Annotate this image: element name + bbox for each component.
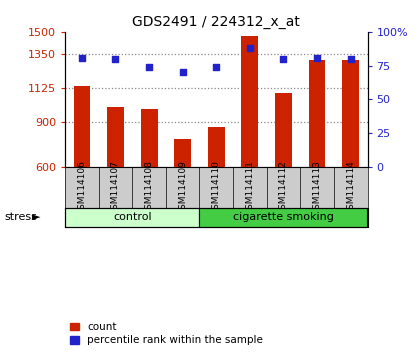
Legend: count, percentile rank within the sample: count, percentile rank within the sample <box>70 322 263 345</box>
Text: stress: stress <box>4 212 37 222</box>
Text: GSM114114: GSM114114 <box>346 160 355 215</box>
Text: GSM114111: GSM114111 <box>245 160 255 215</box>
Bar <box>208 126 225 167</box>
Point <box>347 56 354 62</box>
Text: GSM114108: GSM114108 <box>144 160 154 215</box>
Text: GSM114106: GSM114106 <box>77 160 87 215</box>
Point <box>179 70 186 75</box>
Bar <box>141 109 158 167</box>
Text: GSM114110: GSM114110 <box>212 160 221 215</box>
Point <box>213 64 220 70</box>
Bar <box>342 61 359 167</box>
Title: GDS2491 / 224312_x_at: GDS2491 / 224312_x_at <box>132 16 300 29</box>
Text: GSM114107: GSM114107 <box>111 160 120 215</box>
Point <box>280 56 287 62</box>
Text: GSM114112: GSM114112 <box>279 160 288 215</box>
Point <box>247 45 253 51</box>
Text: cigarette smoking: cigarette smoking <box>233 212 334 222</box>
Text: control: control <box>113 212 152 222</box>
Bar <box>241 36 258 167</box>
Bar <box>74 86 90 167</box>
Text: GSM114109: GSM114109 <box>178 160 187 215</box>
Bar <box>174 138 191 167</box>
Point <box>314 55 320 61</box>
FancyBboxPatch shape <box>200 208 368 227</box>
Text: ►: ► <box>32 212 40 222</box>
FancyBboxPatch shape <box>65 208 199 227</box>
Point <box>112 56 119 62</box>
Point <box>79 55 85 61</box>
Text: GSM114113: GSM114113 <box>312 160 322 215</box>
Point <box>146 64 152 70</box>
Bar <box>275 93 292 167</box>
Bar <box>107 107 124 167</box>
Bar <box>309 61 326 167</box>
